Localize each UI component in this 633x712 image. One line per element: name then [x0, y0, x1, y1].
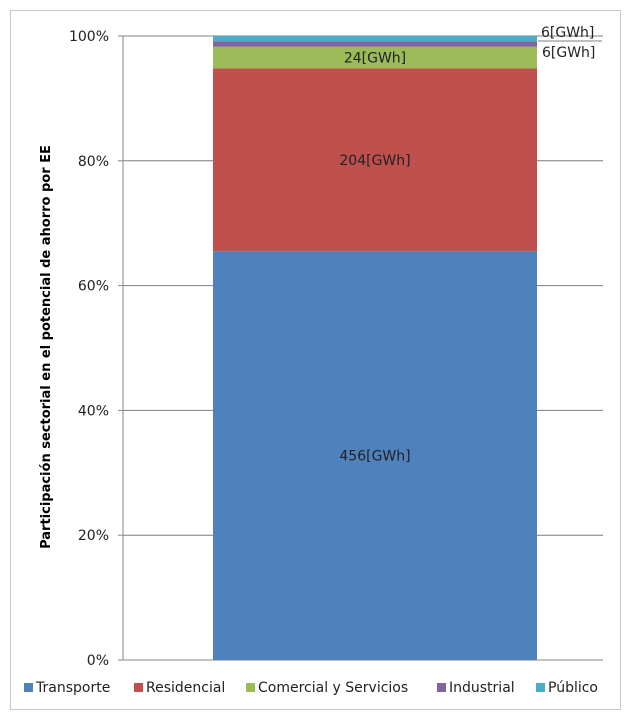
legend-item-residencial: Residencial	[134, 680, 225, 696]
legend-item-transporte: Transporte	[24, 680, 110, 696]
legend-label: Residencial	[146, 680, 225, 696]
labels-layer: 456[GWh] 204[GWh] 24[GWh] 6[GWh] 6[GWh]	[339, 25, 602, 465]
y-tick-label: 20%	[78, 528, 109, 544]
data-label-comercial-y-servicios: 24[GWh]	[344, 51, 406, 67]
bar-segment-industrial	[213, 41, 537, 47]
legend-swatch	[24, 683, 33, 692]
data-label-transporte: 456[GWh]	[339, 449, 410, 465]
legend-label: Industrial	[449, 680, 515, 696]
legend-swatch	[536, 683, 545, 692]
bar-segment-residencial	[213, 68, 537, 252]
legend-item-p-blico: Público	[536, 680, 598, 696]
bars-layer	[213, 36, 537, 660]
axis-layer: 0% 20% 40% 60% 80% 100%	[69, 29, 124, 669]
y-axis-label: Participación sectorial en el potencial …	[39, 145, 54, 549]
bar-segment-p-blico	[213, 36, 537, 42]
legend-label: Transporte	[35, 680, 110, 696]
data-label-residencial: 204[GWh]	[339, 153, 410, 169]
data-label-industrial: 6[GWh]	[542, 45, 595, 61]
bar-segment-transporte	[213, 251, 537, 660]
y-tick-label: 60%	[78, 279, 109, 295]
legend-swatch	[437, 683, 446, 692]
bar-segment-comercial-y-servicios	[213, 46, 537, 69]
legend-swatch	[134, 683, 143, 692]
y-tick-label: 80%	[78, 154, 109, 170]
legend-label: Público	[548, 680, 598, 696]
legend-item-industrial: Industrial	[437, 680, 515, 696]
legend-label: Comercial y Servicios	[258, 680, 408, 696]
y-tick-label: 100%	[69, 29, 109, 45]
legend-item-comercial-y-servicios: Comercial y Servicios	[246, 680, 408, 696]
data-label-p-blico: 6[GWh]	[541, 25, 594, 41]
y-tick-label: 0%	[87, 653, 109, 669]
legend-swatch	[246, 683, 255, 692]
y-tick-label: 40%	[78, 403, 109, 419]
legend: Transporte Residencial Comercial y Servici…	[24, 680, 598, 696]
